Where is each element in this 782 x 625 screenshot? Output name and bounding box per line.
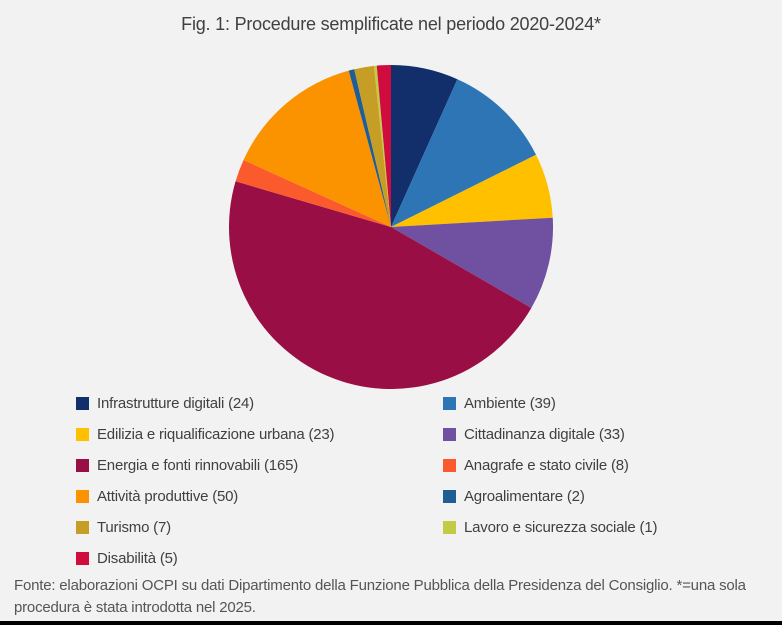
legend-label: Ambiente (39)	[464, 395, 556, 412]
pie-slice-disabilit	[376, 65, 391, 227]
legend-item-disabilit: Disabilità (5)	[76, 550, 443, 567]
legend-swatch-icon	[76, 397, 89, 410]
pie-slice-lavoro-e-sicurezza-sociale	[373, 65, 391, 227]
pie-slice-infrastrutture-digitali	[391, 65, 458, 227]
legend-swatch-icon	[76, 521, 89, 534]
legend-swatch-icon	[76, 428, 89, 441]
legend-swatch-icon	[443, 428, 456, 441]
pie-slice-cittadinanza-digitale	[391, 217, 554, 308]
pie-slice-attivit-produttive	[243, 70, 391, 227]
pie-slice-turismo	[354, 65, 391, 228]
pie-slice-edilizia-e-riqualificazione-urbana	[391, 154, 553, 227]
legend-item-attivit-produttive: Attività produttive (50)	[76, 488, 443, 505]
legend-swatch-icon	[76, 552, 89, 565]
legend-swatch-icon	[76, 490, 89, 503]
legend-item-ambiente: Ambiente (39)	[443, 395, 736, 412]
legend-label: Lavoro e sicurezza sociale (1)	[464, 519, 658, 536]
legend-swatch-icon	[443, 397, 456, 410]
legend-item-anagrafe-e-stato-civile: Anagrafe e stato civile (8)	[443, 457, 736, 474]
pie-chart	[228, 65, 554, 390]
legend-item-lavoro-e-sicurezza-sociale: Lavoro e sicurezza sociale (1)	[443, 519, 736, 536]
legend-label: Disabilità (5)	[97, 550, 178, 567]
legend-swatch-icon	[443, 521, 456, 534]
legend-label: Anagrafe e stato civile (8)	[464, 457, 629, 474]
legend-item-edilizia-e-riqualificazione-urbana: Edilizia e riqualificazione urbana (23)	[76, 426, 443, 443]
legend-label: Attività produttive (50)	[97, 488, 239, 505]
legend-swatch-icon	[443, 490, 456, 503]
legend-label: Energia e fonti rinnovabili (165)	[97, 457, 299, 474]
legend-label: Agroalimentare (2)	[464, 488, 585, 505]
legend-label: Turismo (7)	[97, 519, 171, 536]
legend-item-turismo: Turismo (7)	[76, 519, 443, 536]
legend-item-cittadinanza-digitale: Cittadinanza digitale (33)	[443, 426, 736, 443]
pie-slice-anagrafe-e-stato-civile	[235, 159, 391, 227]
pie-slice-energia-e-fonti-rinnovabili	[228, 181, 532, 390]
legend-label: Infrastrutture digitali (24)	[97, 395, 254, 412]
legend-swatch-icon	[76, 459, 89, 472]
legend-swatch-icon	[443, 459, 456, 472]
legend-item-agroalimentare: Agroalimentare (2)	[443, 488, 736, 505]
source-note: Fonte: elaborazioni OCPI su dati Diparti…	[14, 577, 746, 616]
legend-item-energia-e-fonti-rinnovabili: Energia e fonti rinnovabili (165)	[76, 457, 443, 474]
legend-label: Edilizia e riqualificazione urbana (23)	[97, 426, 335, 443]
legend: Infrastrutture digitali (24) Ambiente (39…	[76, 388, 736, 574]
chart-title: Fig. 1: Procedure semplificate nel perio…	[181, 14, 601, 34]
legend-item-infrastrutture-digitali: Infrastrutture digitali (24)	[76, 395, 443, 412]
pie-chart-area	[228, 65, 554, 390]
legend-label: Cittadinanza digitale (33)	[464, 426, 625, 443]
pie-slice-agroalimentare	[348, 69, 391, 227]
pie-slice-ambiente	[391, 79, 537, 228]
